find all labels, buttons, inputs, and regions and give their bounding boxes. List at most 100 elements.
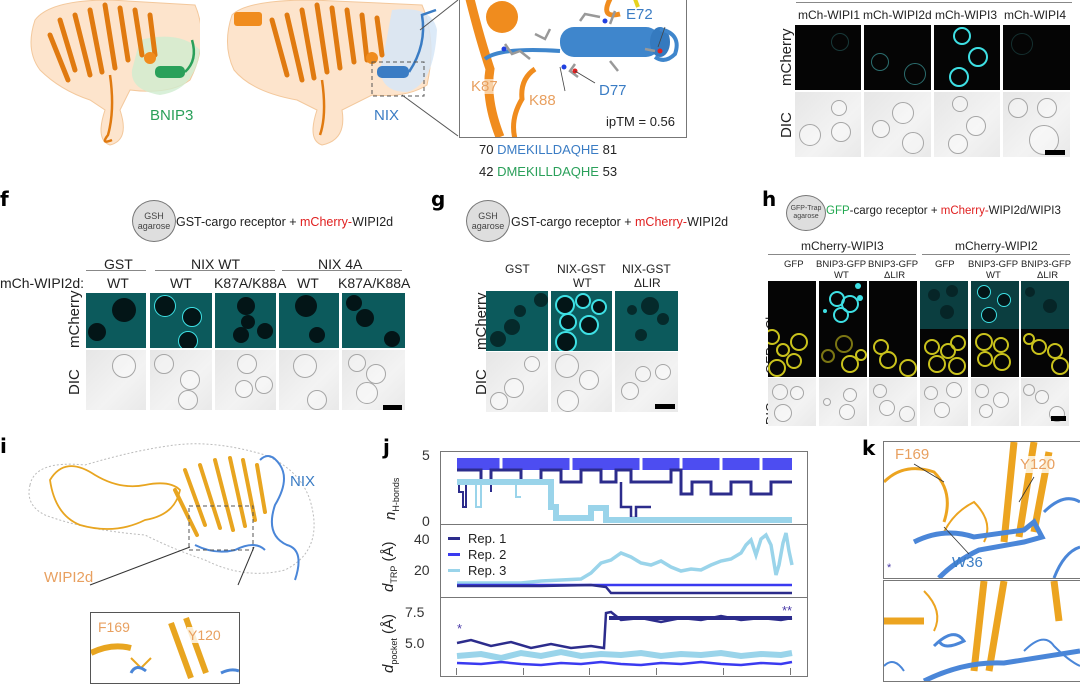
panel-k-bottom-structure	[884, 581, 1080, 681]
panel-g-col-3-sub: ΔLIR	[634, 276, 661, 290]
panel-h-line-wipi3	[768, 254, 916, 255]
panel-g-mcherry-gst	[486, 291, 548, 351]
bnip3-structure	[30, 0, 200, 146]
panel-h-col-3-sub: ΔLIR	[884, 270, 906, 281]
panel-f-col-4: WT	[297, 275, 319, 291]
panel-e-row-mcherry: mCherry	[778, 28, 795, 86]
seq-bnip3-start: 42	[479, 164, 494, 179]
interface-inset: E72 D77 K87 K88 ipTM = 0.56	[459, 0, 687, 138]
panel-h-dic-wipi3-gfp	[768, 378, 816, 426]
panel-h-dic-wipi3-bnip3-wt	[819, 378, 867, 426]
panel-e-mcherry-wipi4	[1003, 25, 1070, 90]
panel-i-connector-lines	[89, 546, 255, 586]
panel-i-zoom-inset: F169 Y120	[90, 612, 240, 684]
ylabel-trp-sub: TRP	[389, 565, 399, 584]
bead-g-line1: GSH	[478, 210, 498, 221]
residue-d77: D77	[599, 82, 627, 99]
panel-h-line-wipi2	[922, 254, 1070, 255]
panel-f-group-nix-wt: NIX WT	[191, 256, 240, 272]
hbonds-plot	[457, 458, 792, 523]
panel-h-mcherry-wipi3-gfp	[768, 281, 816, 329]
bnip3-label: BNIP3	[150, 107, 194, 124]
panel-f-mcherry-nix4a-wt	[279, 293, 339, 348]
panel-h-col-2-sub: WT	[834, 270, 849, 281]
panel-i-nix-label: NIX	[290, 473, 316, 490]
panel-f-col-5: K87A/K88A	[338, 275, 411, 291]
panel-f-col-1: WT	[107, 275, 129, 291]
panel-g-dic-nix-dlir	[615, 352, 678, 412]
panel-e-row-dic: DIC	[778, 112, 795, 138]
chart-dtrp	[440, 524, 808, 599]
panel-e-group-line	[796, 2, 1072, 3]
legend-label-rep1: Rep. 1	[468, 530, 507, 546]
sequence-bnip3: 42 DMEKILLDAQHE 53	[479, 165, 617, 178]
seq-bnip3-end: 53	[602, 164, 618, 179]
bead-g-line2: agarose	[471, 221, 505, 231]
assay-f-prefix: GST-cargo receptor +	[176, 215, 301, 229]
panel-e-dic-wipi2d	[864, 92, 931, 157]
legend-item-rep1: Rep. 1	[448, 530, 506, 546]
ylabel-dpocket: dpocket (Å)	[380, 614, 399, 673]
ylabel-hbonds: nH-bonds	[382, 478, 401, 520]
panel-f-mcherry-nix4a-k87a	[342, 293, 405, 348]
panel-label-g: g	[431, 187, 446, 211]
panel-f-group-gst: GST	[104, 256, 133, 272]
panel-h-scale-bar	[1051, 416, 1066, 421]
panel-h-mcherry-wipi3-bnip3-wt	[819, 281, 867, 329]
panel-k-residue-f169: F169	[894, 446, 931, 463]
panel-label-j: j	[383, 435, 390, 459]
residue-k88: K88	[529, 92, 556, 109]
assay-f-mcherry: mCherry-	[300, 215, 353, 229]
panel-e-dic-wipi4	[1003, 92, 1070, 157]
panel-label-h: h	[762, 187, 777, 211]
panel-g-dic-nix-wt	[551, 352, 612, 412]
assay-h-gfp: GFP	[826, 205, 850, 217]
panel-e-col-3: mCh-WIPI3	[935, 8, 998, 22]
gsh-agarose-bead-g: GSH agarose	[466, 200, 510, 242]
x-tick-3	[589, 668, 590, 675]
panel-h-gfp-wipi3-gfp	[768, 329, 816, 377]
panel-f-dic-nixwt-wt	[150, 350, 212, 410]
ytick-hbonds-0: 0	[422, 513, 430, 529]
interface-structure	[465, 0, 679, 137]
panel-label-i: i	[0, 434, 7, 458]
annotation-star-2: **	[782, 603, 793, 618]
panel-h-mcherry-wipi2-gfp	[920, 281, 968, 329]
gfp-trap-agarose-bead: GFP-Trap agarose	[786, 195, 826, 231]
panel-h-col-6: BNIP3-GFP	[1021, 259, 1072, 270]
panel-h-gfp-wipi2-bnip3-wt	[971, 329, 1019, 377]
panel-h-gfp-wipi2-bnip3-dlir	[1021, 329, 1069, 377]
legend-swatch-rep1	[448, 536, 460, 540]
panel-e-mcherry-wipi2d	[864, 25, 931, 90]
assay-h-suffix: WIPI2d/WIPI3	[988, 205, 1061, 217]
legend-swatch-rep3	[448, 568, 460, 572]
panel-e-col-1: mCh-WIPI1	[798, 8, 861, 22]
panel-e-mcherry-wipi3	[934, 25, 1000, 90]
panel-k-top-view: F169 Y120 W36 *	[883, 441, 1080, 579]
panel-e-mcherry-wipi1	[795, 25, 861, 90]
gsh-agarose-bead-f: GSH agarose	[132, 200, 176, 242]
panel-g-mcherry-nix-dlir	[615, 291, 678, 351]
panel-k-bottom-view	[883, 580, 1080, 682]
residue-e72: E72	[626, 6, 653, 23]
panel-e-scale-bar	[1045, 150, 1065, 155]
panel-h-group-wipi2: mCherry-WIPI2	[955, 239, 1038, 253]
ytick-trp-40: 40	[414, 531, 430, 547]
seq-nix-residues: DMEKILLDAQHE	[497, 142, 599, 157]
panel-f-mcherry-gst-wt	[86, 293, 146, 348]
panel-i-inset-structure	[91, 616, 239, 680]
panel-g-assay: GST-cargo receptor + mCherry-WIPI2d	[511, 216, 728, 229]
legend-item-rep3: Rep. 3	[448, 562, 506, 578]
ytick-trp-20: 20	[414, 562, 430, 578]
panel-k-star: *	[887, 562, 892, 574]
dtrp-plot	[457, 532, 794, 595]
assay-g-prefix: GST-cargo receptor +	[511, 215, 636, 229]
panel-h-mcherry-wipi2-bnip3-dlir	[1021, 281, 1069, 329]
assay-g-mcherry: mCherry-	[635, 215, 688, 229]
panel-h-assay: GFP-cargo receptor + mCherry-WIPI2d/WIPI…	[826, 205, 1061, 218]
panel-f-line-nix-wt	[155, 270, 275, 271]
panel-f-line-gst	[86, 270, 146, 271]
annotation-star-1: *	[457, 621, 463, 636]
panel-h-gfp-wipi3-bnip3-wt	[819, 329, 867, 377]
panel-f-col-2: WT	[170, 275, 192, 291]
